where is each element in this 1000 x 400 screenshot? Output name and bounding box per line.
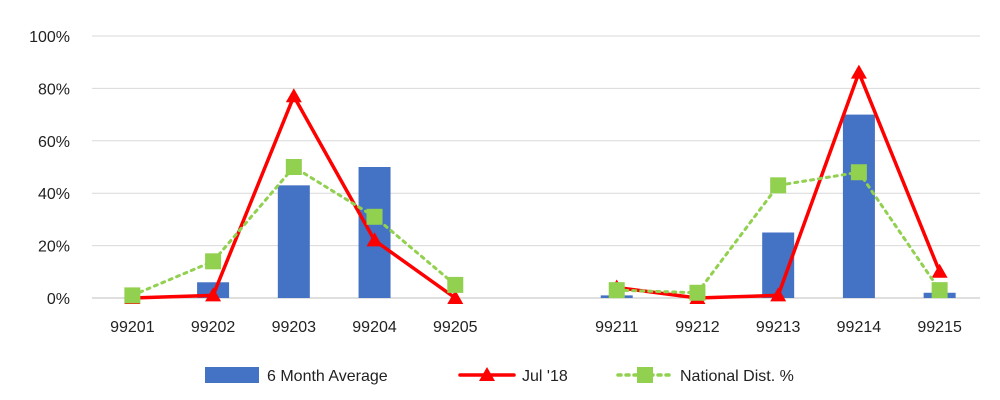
x-tick-label: 99213 (756, 319, 801, 336)
point-marker (931, 263, 948, 278)
point-marker (205, 287, 222, 302)
x-tick-label: 99201 (110, 319, 155, 336)
x-tick-label: 99203 (272, 319, 317, 336)
legend-label: National Dist. % (680, 368, 794, 385)
y-tick-label: 40% (38, 186, 70, 203)
legend-marker (637, 367, 653, 383)
y-tick-label: 60% (38, 134, 70, 151)
point-marker (366, 232, 383, 247)
x-tick-label: 99204 (352, 319, 397, 336)
bar (842, 114, 875, 298)
y-tick-label: 100% (29, 29, 70, 46)
point-marker (931, 282, 948, 299)
point-marker (285, 88, 302, 103)
point-marker (205, 253, 222, 270)
legend-swatch (205, 367, 259, 383)
y-tick-label: 20% (38, 239, 70, 256)
x-tick-label: 99202 (191, 319, 236, 336)
point-marker (447, 290, 464, 304)
y-tick-label: 80% (38, 81, 70, 98)
x-tick-label: 99214 (837, 319, 882, 336)
point-marker (124, 287, 141, 304)
point-marker (689, 284, 706, 301)
point-marker (366, 208, 383, 225)
x-tick-label: 99212 (675, 319, 720, 336)
legend-marker (479, 367, 495, 381)
x-tick-label: 99205 (433, 319, 478, 336)
y-tick-label: 0% (47, 291, 70, 308)
point-marker (608, 282, 625, 299)
point-marker (850, 164, 867, 181)
point-marker (850, 64, 867, 79)
x-tick-label: 99211 (595, 319, 638, 336)
legend-label: Jul '18 (522, 368, 568, 385)
point-marker (770, 177, 787, 194)
point-marker (770, 287, 787, 302)
bar (277, 185, 310, 298)
x-tick-label: 99215 (917, 319, 962, 336)
point-marker (285, 159, 302, 175)
legend-label: 6 Month Average (267, 368, 388, 385)
point-marker (447, 276, 464, 293)
